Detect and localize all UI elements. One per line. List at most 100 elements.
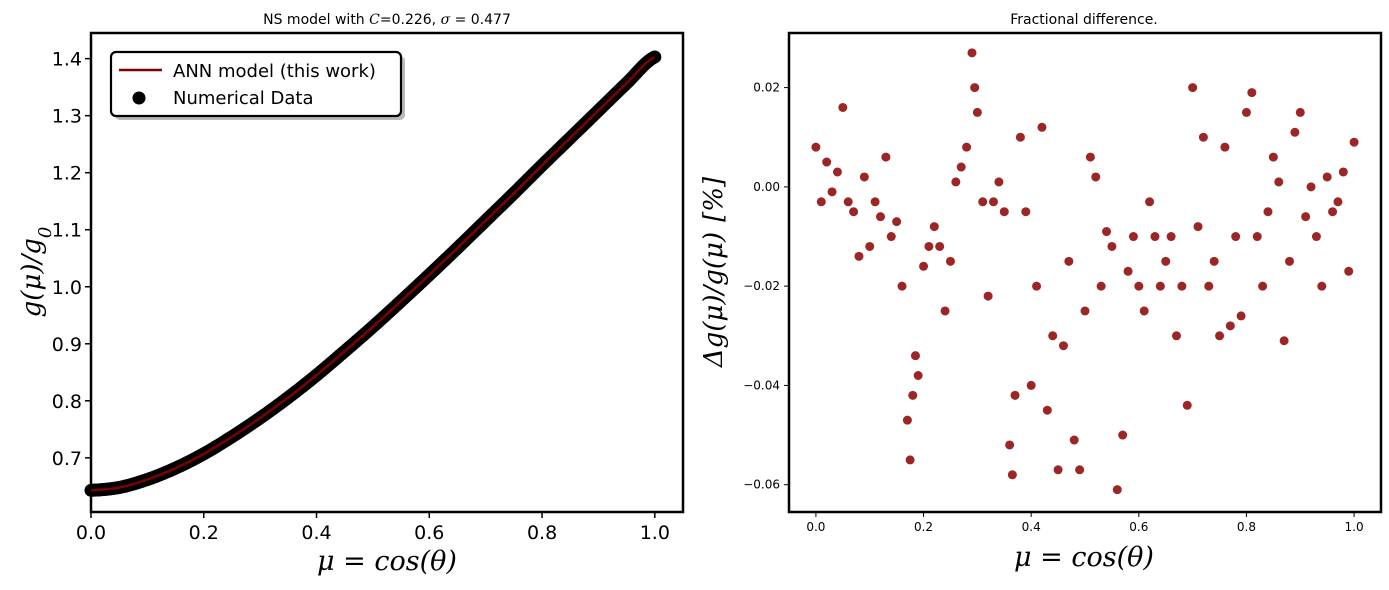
residual-point	[1042, 405, 1052, 415]
residual-point	[1328, 207, 1338, 217]
residual-point	[859, 172, 869, 182]
model-line	[90, 55, 656, 492]
residual-point	[881, 152, 891, 162]
right-chart: Fractional difference. 0.0 0.2 0.4 0.6 0.8 1.…	[699, 12, 1383, 573]
residual-point	[811, 142, 821, 152]
residual-point	[838, 102, 848, 112]
left-y-tick-label: 0.8	[52, 391, 82, 413]
residual-point	[994, 177, 1004, 187]
residual-point	[1231, 232, 1241, 242]
residual-point	[854, 251, 864, 261]
legend-entry-data: Numerical Data	[173, 88, 314, 109]
right-y-tick-label: −0.04	[743, 378, 780, 392]
residual-point	[951, 177, 961, 187]
residual-point	[929, 222, 939, 232]
residual-point	[972, 107, 982, 117]
left-x-tick-label: 1.0	[640, 522, 670, 544]
residual-point	[1037, 122, 1047, 132]
right-y-axis-label: Δg(μ)/g(μ)[%]	[699, 176, 729, 368]
residual-point	[1005, 440, 1015, 450]
residual-point	[1171, 331, 1181, 341]
residual-point	[843, 197, 853, 207]
residual-point	[1225, 321, 1235, 331]
residual-point	[1317, 281, 1327, 291]
residual-point	[910, 351, 920, 361]
residual-point	[1053, 465, 1063, 475]
residual-point	[870, 197, 880, 207]
left-x-tick-label: 0.4	[301, 522, 331, 544]
left-x-ticks: 0.0 0.2 0.4 0.6 0.8 1.0	[76, 512, 670, 544]
residual-point	[1215, 331, 1225, 341]
left-y-tick-label: 0.9	[52, 334, 82, 356]
residual-point	[832, 167, 842, 177]
residual-point	[822, 157, 832, 167]
residual-point	[1128, 232, 1138, 242]
residual-point	[1188, 83, 1198, 93]
legend-box	[109, 50, 403, 118]
residual-point	[1274, 177, 1284, 187]
residual-point	[849, 207, 859, 217]
residual-point	[970, 83, 980, 93]
residual-point	[940, 306, 950, 316]
residual-point	[816, 197, 826, 207]
right-y-tick-label: −0.02	[743, 279, 780, 293]
left-y-tick-label: 1.0	[52, 277, 82, 299]
residual-point	[892, 217, 902, 227]
left-y-tick-label: 1.1	[52, 220, 82, 242]
residual-point	[1295, 107, 1305, 117]
left-data-layer	[84, 50, 662, 497]
legend-marker-swatch	[132, 91, 146, 105]
residual-point	[1290, 127, 1300, 137]
residual-point	[1145, 197, 1155, 207]
residual-point	[1107, 241, 1117, 251]
residual-point	[1058, 341, 1068, 351]
residual-point	[1026, 380, 1036, 390]
residual-point	[1209, 256, 1219, 266]
right-data-layer	[811, 48, 1359, 495]
right-x-ticks: 0.0 0.2 0.4 0.6 0.8 1.0	[806, 512, 1364, 534]
residual-point	[935, 241, 945, 251]
residual-point	[1080, 306, 1090, 316]
residual-point	[1241, 107, 1251, 117]
residual-point	[1333, 197, 1343, 207]
residual-point	[1252, 232, 1262, 242]
residual-point	[902, 415, 912, 425]
right-y-tick-label: −0.06	[743, 478, 780, 492]
residual-point	[1182, 400, 1192, 410]
residual-point	[1166, 232, 1176, 242]
residual-point	[1118, 430, 1128, 440]
residual-point	[1075, 465, 1085, 475]
residual-point	[1102, 227, 1112, 237]
residual-point	[1236, 311, 1246, 321]
residual-point	[1306, 182, 1316, 192]
residual-point	[1349, 137, 1359, 147]
residual-point	[1338, 167, 1348, 177]
residual-point	[1123, 266, 1133, 276]
residual-point	[924, 241, 934, 251]
residual-point	[886, 232, 896, 242]
residual-point	[1091, 172, 1101, 182]
residual-point	[1344, 266, 1354, 276]
left-x-tick-label: 0.6	[414, 522, 444, 544]
left-x-tick-label: 0.0	[76, 522, 106, 544]
left-y-tick-label: 1.2	[52, 163, 82, 185]
residual-point	[1155, 281, 1165, 291]
residual-point	[1311, 232, 1321, 242]
residual-point	[897, 281, 907, 291]
residual-point	[1021, 207, 1031, 217]
right-y-tick-label: 0.02	[753, 81, 780, 95]
residual-point	[967, 48, 977, 58]
residual-point	[1069, 435, 1079, 445]
residual-point	[1177, 281, 1187, 291]
residual-point	[1322, 172, 1332, 182]
residual-point	[1258, 281, 1268, 291]
residual-point	[908, 390, 918, 400]
residual-point	[1085, 152, 1095, 162]
left-y-ticks: 0.7 0.8 0.9 1.0 1.1 1.2 1.3 1.4	[52, 49, 91, 470]
residual-point	[1285, 256, 1295, 266]
residual-point	[1064, 256, 1074, 266]
residual-point	[1263, 207, 1273, 217]
right-x-tick-label: 0.8	[1237, 520, 1256, 534]
residual-point	[978, 197, 988, 207]
